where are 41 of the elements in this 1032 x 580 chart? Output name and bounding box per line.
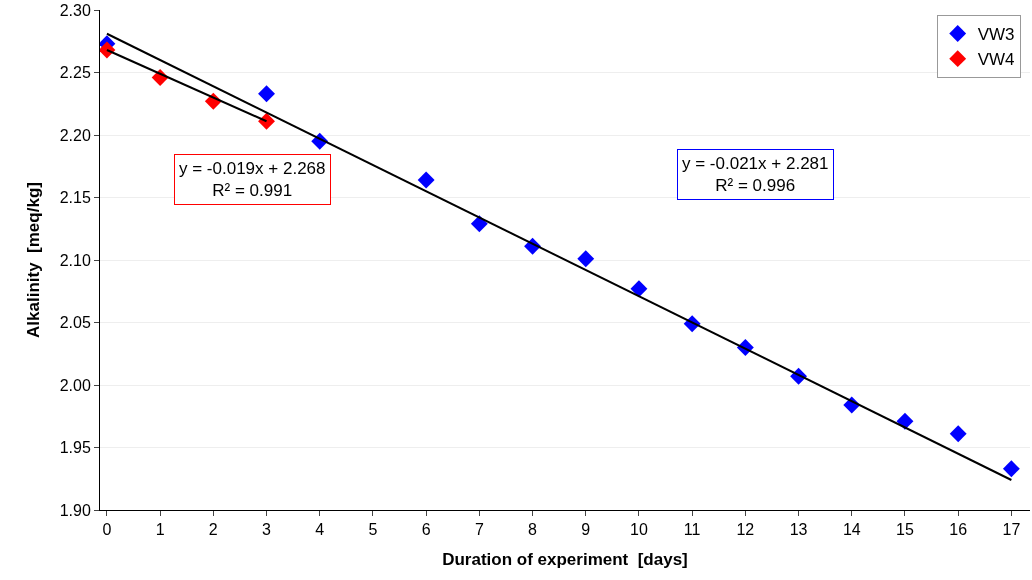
x-tick-label: 9 — [581, 521, 591, 539]
x-tick-label: 1 — [155, 521, 165, 539]
x-tick-label: 15 — [896, 521, 914, 539]
point — [896, 412, 914, 430]
annotation: y = -0.019x + 2.268 R² = 0.991 — [179, 159, 326, 201]
x-tick-label: 7 — [474, 521, 484, 539]
x-tick-label: 12 — [736, 521, 755, 539]
x-tick-label: 16 — [949, 521, 968, 539]
point — [577, 250, 595, 268]
y-tick-label: 2.20 — [59, 126, 91, 144]
x-tick-label: 10 — [630, 521, 648, 539]
point — [949, 425, 967, 443]
y-tick-label: 2.00 — [59, 376, 91, 394]
x-tick-label: 3 — [262, 521, 272, 539]
point — [630, 280, 648, 298]
x-tick-label: 0 — [102, 521, 112, 539]
y-tick-label: 2.05 — [59, 314, 91, 332]
point — [417, 171, 435, 189]
x-tick-label: 2 — [208, 521, 218, 539]
y-tick-label: 2.30 — [59, 1, 91, 19]
x-tick-label: 11 — [683, 521, 701, 539]
point — [258, 112, 275, 130]
y-axis-title: Alkalinity [meq/kg] — [24, 182, 44, 338]
point — [258, 85, 275, 103]
y-tick-label: 2.25 — [59, 64, 91, 82]
y-tick-label: 2.10 — [59, 251, 91, 269]
x-tick-label: 17 — [1002, 521, 1021, 539]
y-tick-label: 2.15 — [59, 189, 91, 207]
x-tick-label: 8 — [528, 521, 538, 539]
annotation: y = -0.021x + 2.281 R² = 0.996 — [682, 154, 829, 196]
x-tick-label: 4 — [315, 521, 325, 539]
point — [1002, 460, 1020, 478]
x-tick-label: 13 — [789, 521, 808, 539]
y-tick-label: 1.90 — [59, 501, 91, 519]
legend-label: VW4 — [977, 50, 1015, 70]
legend-label: VW3 — [977, 25, 1015, 45]
y-tick-label: 1.95 — [59, 439, 91, 457]
x-axis-title: Duration of experiment [days] — [442, 549, 688, 569]
x-tick-label: 5 — [368, 521, 378, 539]
x-tick-label: 14 — [842, 521, 861, 539]
x-tick-label: 6 — [421, 521, 431, 539]
